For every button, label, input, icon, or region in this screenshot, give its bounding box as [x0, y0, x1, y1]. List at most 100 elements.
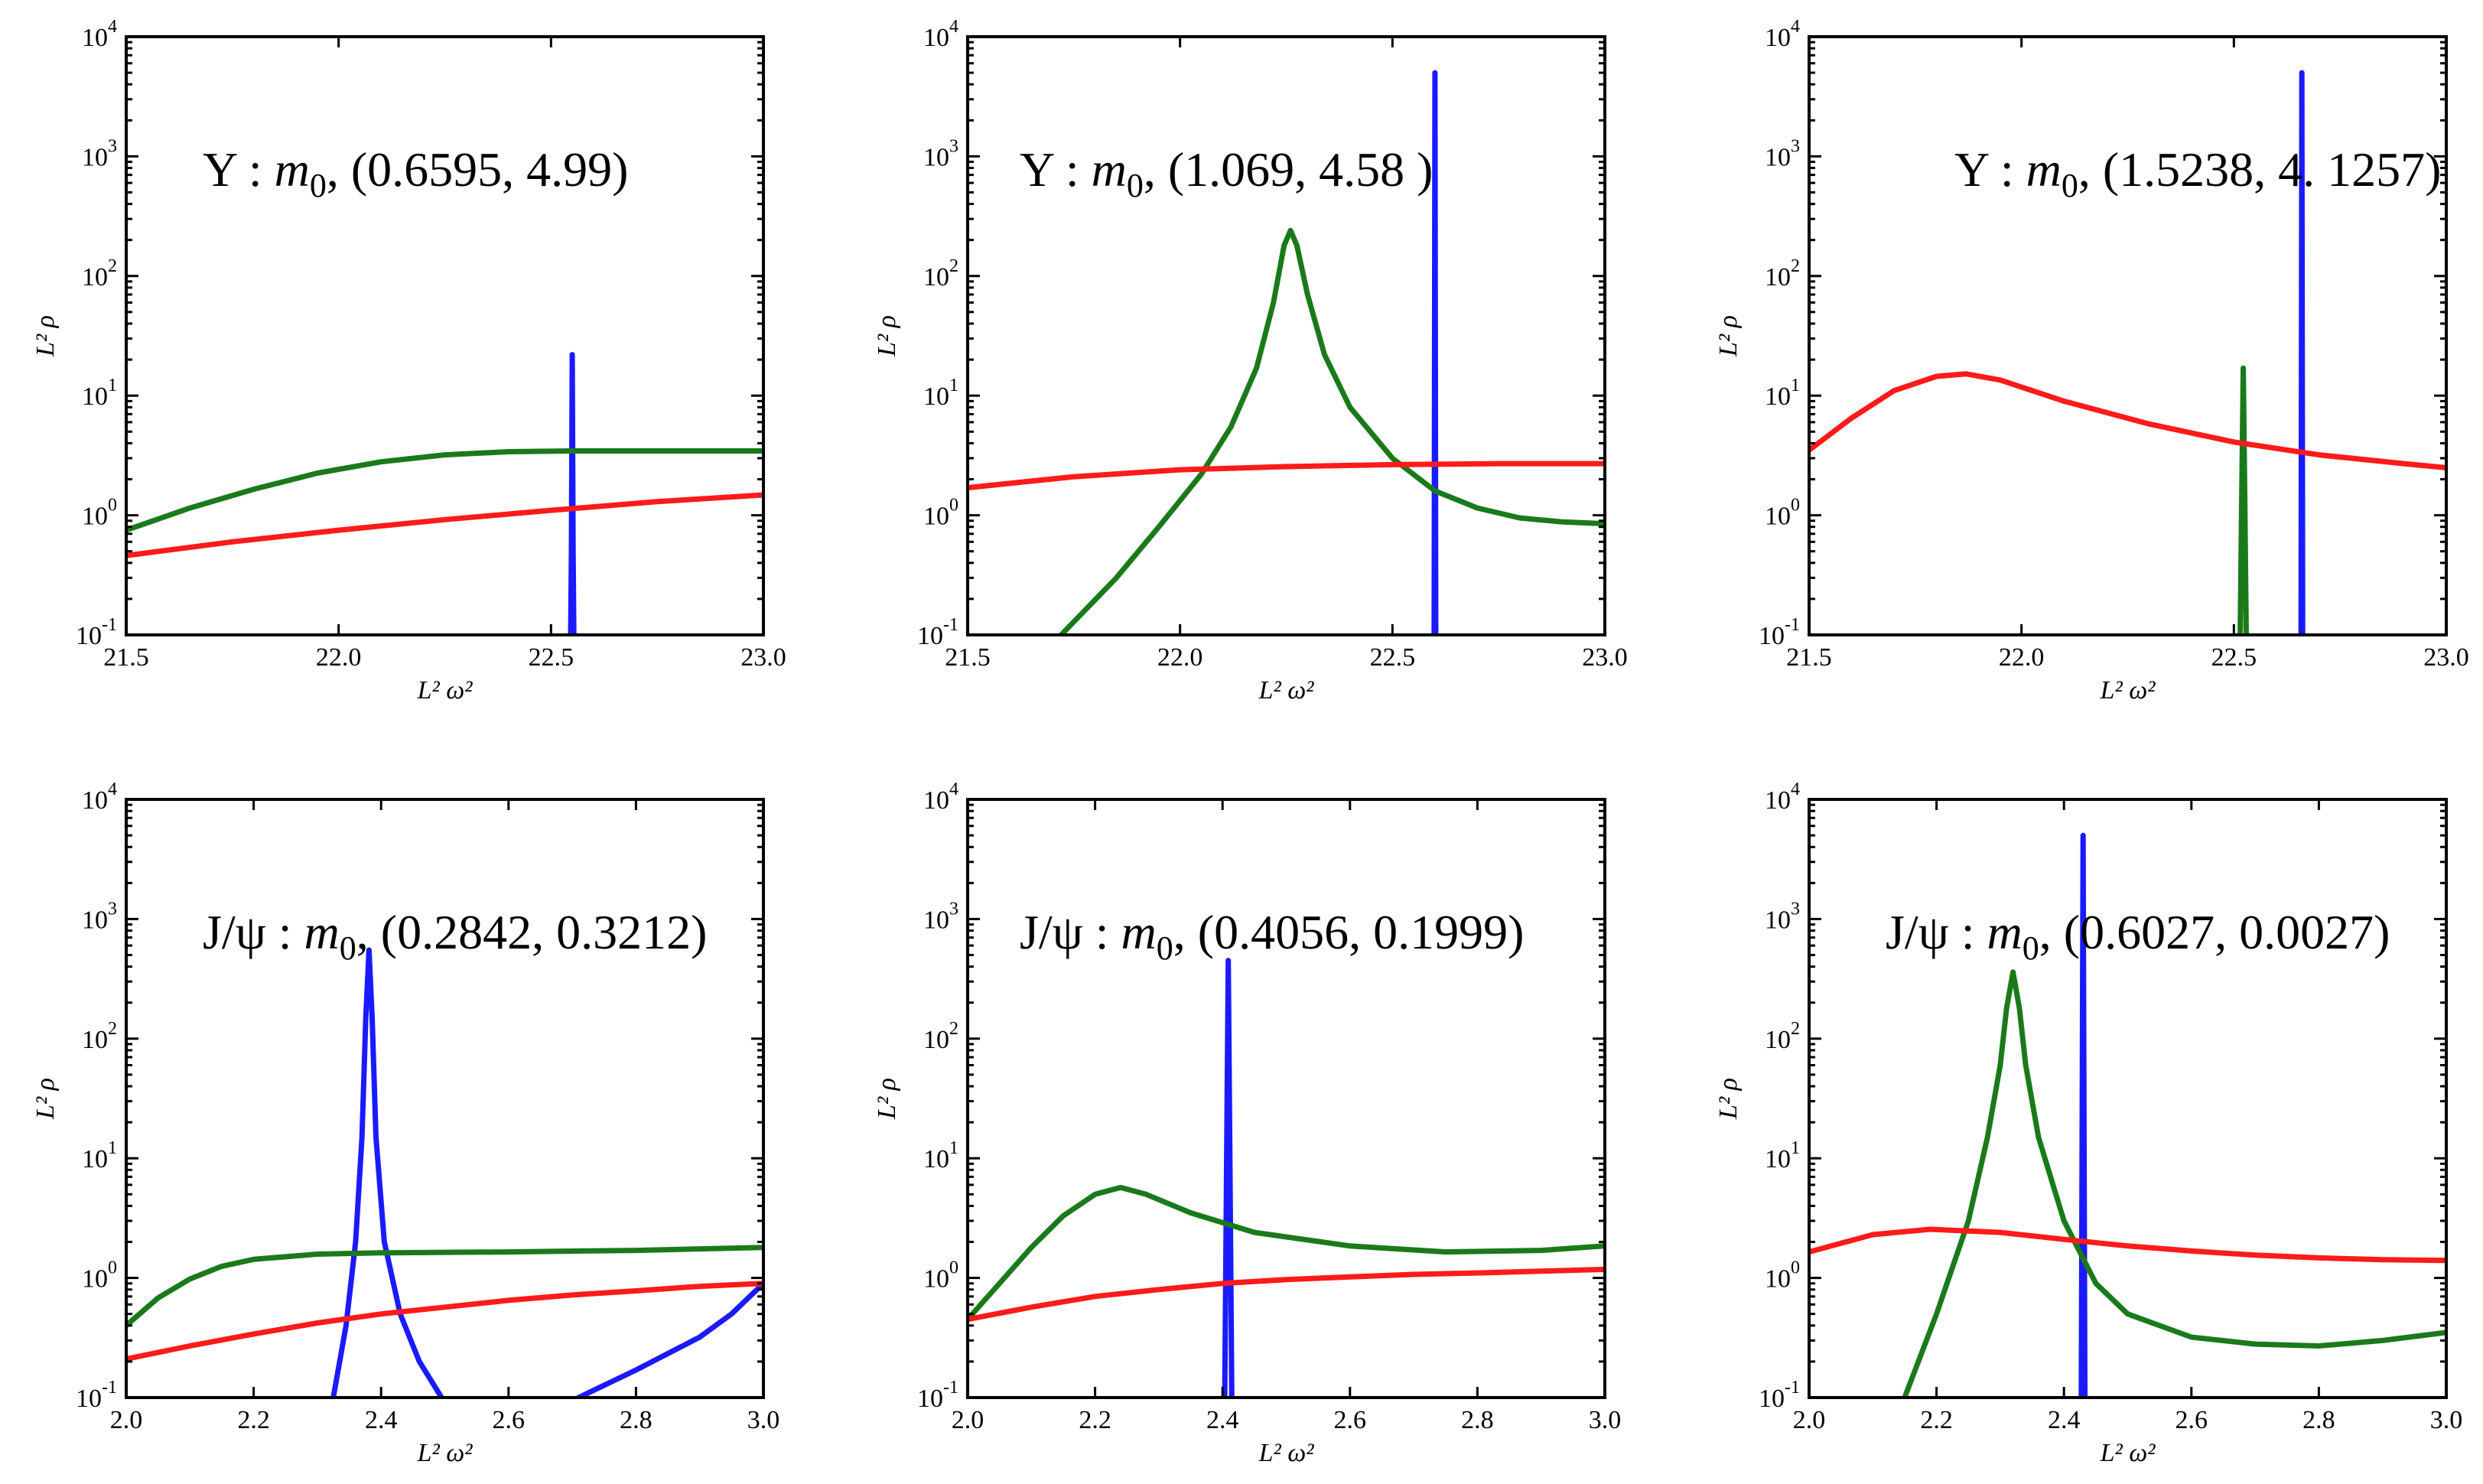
series-line-blue [330, 947, 444, 1398]
x-tick-label: 2.6 [1334, 1406, 1367, 1434]
y-tick-label: 102 [82, 1019, 117, 1054]
x-tick-label: 2.6 [493, 1406, 526, 1434]
y-tick-label: 103 [82, 136, 117, 171]
y-tick-label: 100 [82, 1258, 117, 1294]
series-line-blue-tail [575, 1281, 763, 1398]
panel-annotation: Υ : m0, (1.069, 4.58 ) [1020, 142, 1433, 204]
x-tick-label: 3.0 [747, 1406, 780, 1434]
chart-panel-5: 2.0 2.2 2.4 2.6 2.8 3.0 10-1 100 101 102 103 104 L² … [873, 779, 1621, 1467]
y-tick-label: 10-1 [76, 1378, 117, 1413]
chart-panel-2: 21.5 22.0 22.5 23.0 10-1 100 101 102 103 104 L² ω²… [873, 17, 1628, 705]
x-tick-label: 2.8 [620, 1406, 652, 1434]
x-tick-label: 2.4 [2048, 1406, 2081, 1434]
x-tick-label: 2.8 [2302, 1406, 2335, 1434]
y-tick-label: 102 [1765, 256, 1800, 291]
y-tick-label: 103 [923, 899, 958, 934]
series-line-green [126, 1245, 763, 1329]
chart-panel-6: 2.0 2.2 2.4 2.6 2.8 3.0 10-1 100 101 102 103 104 L² … [1714, 779, 2462, 1467]
x-axis-label: L² ω² [2100, 1439, 2156, 1467]
x-tick-label: 22.0 [1157, 643, 1203, 672]
y-tick-label: 104 [82, 779, 117, 815]
plot-frame [125, 798, 765, 1399]
x-tick-label: 21.5 [1786, 643, 1832, 672]
y-tick-label: 103 [82, 899, 117, 934]
series-group [1809, 832, 2446, 1398]
x-axis-label: L² ω² [1258, 1439, 1315, 1467]
series-line-red [126, 492, 763, 558]
series-line-blue [2298, 70, 2306, 635]
series-line-green [1058, 227, 1605, 635]
chart-panel-3: 21.5 22.0 22.5 23.0 10-1 100 101 102 103 104 L² ω²… [1714, 17, 2469, 705]
y-tick-label: 10-1 [1759, 1378, 1800, 1413]
y-tick-label: 102 [1765, 1019, 1800, 1054]
series-line-red [1809, 1226, 2446, 1264]
series-group [126, 352, 763, 635]
x-tick-label: 22.5 [2211, 643, 2257, 672]
y-tick-label: 10-1 [1759, 615, 1800, 650]
y-tick-label: 101 [923, 376, 958, 411]
y-tick-label: 100 [923, 496, 958, 531]
x-tick-label: 3.0 [1589, 1406, 1622, 1434]
x-tick-label: 21.5 [945, 643, 991, 672]
x-tick-label: 22.0 [1999, 643, 2045, 672]
y-tick-label: 104 [82, 17, 117, 52]
y-tick-label: 101 [82, 376, 117, 411]
x-axis-label: L² ω² [417, 1439, 473, 1467]
y-tick-label: 102 [923, 1019, 958, 1054]
series-line-green [1902, 969, 2446, 1398]
panel-annotation: J/ψ : m0, (0.4056, 0.1999) [1020, 905, 1524, 967]
series-line-green [126, 448, 763, 533]
x-tick-label: 2.8 [1461, 1406, 1494, 1434]
series-line-red [968, 1266, 1605, 1323]
x-tick-label: 22.5 [1370, 643, 1416, 672]
series-line-blue [1431, 70, 1439, 635]
x-tick-label: 23.0 [1582, 643, 1628, 672]
x-tick-label: 2.4 [1206, 1406, 1239, 1434]
panel-annotation: Υ : m0, (0.6595, 4.99) [203, 142, 628, 204]
x-tick-label: 2.0 [110, 1406, 143, 1434]
y-axis-label: L² ρ [1714, 315, 1743, 357]
panel-annotation: J/ψ : m0, (0.6027, 0.0027) [1886, 905, 2390, 967]
x-tick-label: 2.0 [1793, 1406, 1826, 1434]
series-group [1809, 70, 2446, 635]
x-tick-label: 2.0 [952, 1406, 984, 1434]
plot-frame [966, 798, 1606, 1399]
y-axis-label: L² ρ [873, 1078, 901, 1120]
x-tick-label: 21.5 [103, 643, 149, 672]
x-tick-label: 2.2 [1920, 1406, 1953, 1434]
series-line-blue [568, 352, 577, 635]
series-line-blue [2078, 832, 2088, 1398]
y-axis-label: L² ρ [31, 1078, 60, 1120]
y-tick-label: 100 [923, 1258, 958, 1294]
y-axis-label: L² ρ [31, 315, 60, 357]
series-line-green [2237, 365, 2249, 635]
y-tick-label: 101 [1765, 376, 1800, 411]
y-tick-label: 104 [923, 779, 958, 815]
panel-annotation: Υ : m0, (1.5238, 4. 1257) [1954, 142, 2441, 204]
x-tick-label: 23.0 [740, 643, 786, 672]
y-tick-label: 10-1 [917, 615, 958, 650]
y-tick-label: 10-1 [917, 1378, 958, 1413]
series-group [968, 958, 1605, 1398]
y-tick-label: 100 [1765, 496, 1800, 531]
y-tick-label: 100 [1765, 1258, 1800, 1294]
y-tick-label: 104 [1765, 17, 1800, 52]
y-tick-label: 104 [1765, 779, 1800, 815]
y-tick-label: 102 [923, 256, 958, 291]
x-tick-label: 22.0 [316, 643, 362, 672]
y-tick-label: 10-1 [76, 615, 117, 650]
series-group [126, 947, 763, 1398]
x-axis-label: L² ω² [1258, 676, 1315, 705]
x-axis-label: L² ω² [2100, 676, 2156, 705]
y-tick-label: 102 [82, 256, 117, 291]
chart-panel-4: 2.0 2.2 2.4 2.6 2.8 3.0 10-1 100 101 102 103 104 L² … [31, 779, 779, 1467]
x-tick-label: 22.5 [529, 643, 574, 672]
x-tick-label: 3.0 [2430, 1406, 2463, 1434]
plot-frame [966, 35, 1606, 636]
y-tick-label: 101 [1765, 1138, 1800, 1173]
y-tick-label: 101 [923, 1138, 958, 1173]
y-tick-label: 104 [923, 17, 958, 52]
series-line-blue [1222, 958, 1235, 1398]
y-axis-label: L² ρ [1714, 1078, 1743, 1120]
